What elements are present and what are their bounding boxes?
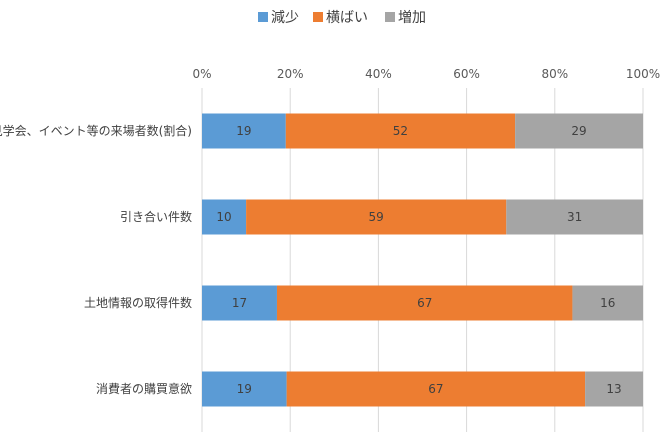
legend-label-0: 減少: [271, 9, 299, 26]
x-tick-label-3: 60%: [453, 67, 480, 81]
bar-3-2: [585, 371, 643, 407]
x-tick-label-1: 20%: [277, 67, 304, 81]
legend: 減少 横ばい 増加: [258, 9, 426, 26]
legend-swatch-1: [313, 12, 323, 22]
x-tick-label-5: 100%: [626, 67, 660, 81]
bar-0-2: [515, 113, 643, 149]
data-label-3-0: 19: [237, 382, 252, 396]
category-labels: 見学会、イベント等の来場者数(割合) 引き合い件数土地情報の取得件数消費者の購買意…: [0, 123, 192, 396]
data-label-1-1: 59: [369, 210, 384, 224]
bar-2-0: [202, 285, 277, 321]
data-label-0-0: 19: [236, 124, 251, 138]
data-label-0-2: 29: [571, 124, 586, 138]
bars: 19 52 29 10 59 31 17 67 16 19 67 13: [202, 113, 643, 407]
bar-1-2: [506, 199, 643, 235]
data-label-0-1: 52: [393, 124, 408, 138]
x-tick-label-0: 0%: [192, 67, 211, 81]
bar-3-0: [202, 371, 287, 407]
category-label-3: 消費者の購買意欲: [96, 381, 192, 396]
bar-2-1: [276, 285, 573, 321]
bar-2-2: [572, 285, 643, 321]
data-label-2-2: 16: [600, 296, 615, 310]
bar-1-0: [202, 199, 247, 235]
category-label-1: 引き合い件数: [120, 209, 192, 224]
data-label-2-0: 17: [232, 296, 247, 310]
bar-0-1: [285, 113, 516, 149]
category-label-2: 土地情報の取得件数: [84, 295, 192, 310]
bar-3-1: [286, 371, 586, 407]
data-label-3-1: 67: [428, 382, 443, 396]
data-label-1-2: 31: [567, 210, 582, 224]
legend-label-2: 増加: [398, 10, 426, 26]
x-axis-ticks: 0% 20% 40% 60% 80% 100%: [192, 67, 660, 81]
data-label-3-2: 13: [606, 382, 621, 396]
data-label-1-0: 10: [216, 210, 231, 224]
bar-0-0: [202, 113, 286, 149]
legend-swatch-0: [258, 12, 268, 22]
category-label-0: 見学会、イベント等の来場者数(割合): [0, 123, 192, 138]
legend-swatch-2: [385, 12, 395, 22]
legend-label-1: 横ばい: [326, 10, 368, 26]
data-label-2-1: 67: [417, 296, 432, 310]
x-tick-label-2: 40%: [365, 67, 392, 81]
x-tick-label-4: 80%: [541, 67, 568, 81]
bar-1-1: [246, 199, 507, 235]
